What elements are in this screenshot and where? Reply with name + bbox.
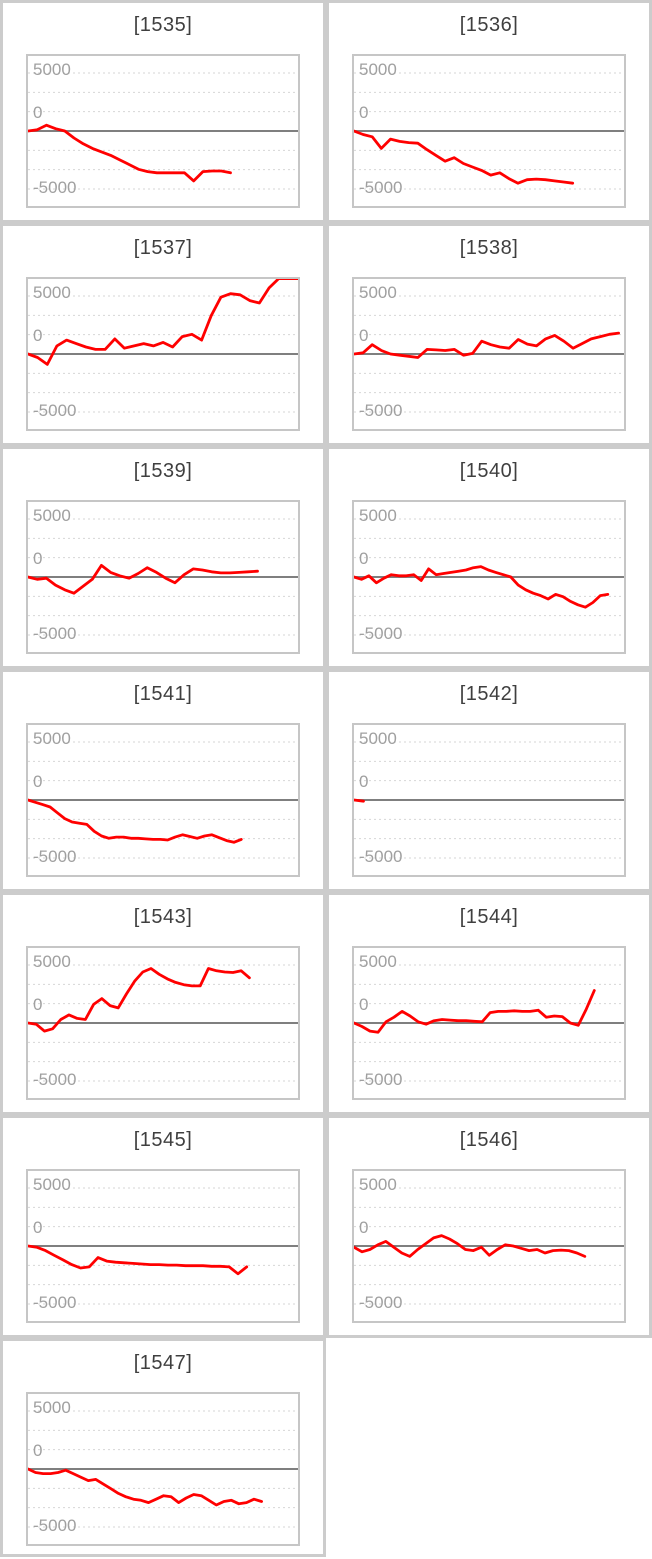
y-tick-label: 0 [33, 772, 43, 791]
chart-plot-area: 5000 0 -5000 [26, 946, 300, 1100]
chart-title: [1542] [459, 683, 519, 705]
y-tick-label: 5000 [33, 60, 71, 79]
chart-plot-area: 5000 0 -5000 [26, 54, 300, 208]
chart-cell: [1538] 5000 0 -5000 [326, 223, 652, 446]
chart-plot-area: 5000 0 -5000 [352, 723, 626, 877]
chart-plot-area: 5000 0 -5000 [26, 1392, 300, 1546]
chart-title: [1541] [133, 683, 193, 705]
y-tick-label: -5000 [33, 1516, 77, 1535]
chart-cell: [1535] 5000 0 -5000 [0, 0, 326, 223]
y-tick-label: -5000 [33, 178, 77, 197]
y-tick-label: 5000 [33, 283, 71, 302]
y-tick-label: 5000 [359, 729, 397, 748]
line-chart-svg [354, 964, 624, 1082]
chart-cell: [1545] 5000 0 -5000 [0, 1115, 326, 1338]
y-tick-label: -5000 [359, 624, 403, 643]
chart-title: [1544] [459, 906, 519, 928]
line-chart-svg [354, 295, 624, 413]
y-tick-label: 0 [359, 995, 369, 1014]
chart-title: [1546] [459, 1129, 519, 1151]
chart-cell: [1543] 5000 0 -5000 [0, 892, 326, 1115]
chart-plot-area: 5000 0 -5000 [352, 277, 626, 431]
y-tick-label: 5000 [33, 1398, 71, 1417]
line-chart-svg [354, 741, 624, 859]
chart-title: [1545] [133, 1129, 193, 1151]
chart-cell: [1539] 5000 0 -5000 [0, 446, 326, 669]
chart-cell: [1537] 5000 0 -5000 [0, 223, 326, 446]
y-tick-label: 5000 [359, 506, 397, 525]
y-tick-label: 0 [33, 103, 43, 122]
y-tick-label: 0 [359, 103, 369, 122]
line-chart-svg [354, 1187, 624, 1305]
chart-cell: [1536] 5000 0 -5000 [326, 0, 652, 223]
chart-title: [1536] [459, 14, 519, 36]
y-tick-label: 0 [359, 1218, 369, 1237]
chart-plot-area: 5000 0 -5000 [352, 946, 626, 1100]
y-tick-label: -5000 [359, 1293, 403, 1312]
y-tick-label: 5000 [359, 1175, 397, 1194]
line-chart-svg [28, 72, 298, 190]
y-tick-label: 0 [33, 1218, 43, 1237]
chart-title: [1538] [459, 237, 519, 259]
line-chart-svg [28, 1187, 298, 1305]
line-chart-svg [28, 741, 298, 859]
chart-plot-area: 5000 0 -5000 [352, 500, 626, 654]
chart-title: [1535] [133, 14, 193, 36]
y-tick-label: -5000 [33, 401, 77, 420]
chart-plot-area: 5000 0 -5000 [352, 1169, 626, 1323]
chart-title: [1539] [133, 460, 193, 482]
y-tick-label: 0 [33, 326, 43, 345]
chart-plot-area: 5000 0 -5000 [26, 1169, 300, 1323]
chart-cell: [1546] 5000 0 -5000 [326, 1115, 652, 1338]
y-tick-label: 0 [359, 326, 369, 345]
line-chart-svg [28, 518, 298, 636]
line-chart-svg [28, 964, 298, 1082]
chart-plot-area: 5000 0 -5000 [26, 277, 300, 431]
y-tick-label: -5000 [33, 1070, 77, 1089]
chart-plot-area: 5000 0 -5000 [26, 500, 300, 654]
y-tick-label: 5000 [33, 1175, 71, 1194]
y-tick-label: 5000 [33, 952, 71, 971]
y-tick-label: -5000 [33, 1293, 77, 1312]
y-tick-label: -5000 [359, 847, 403, 866]
y-tick-label: 5000 [33, 729, 71, 748]
y-tick-label: -5000 [33, 847, 77, 866]
y-tick-label: 0 [33, 995, 43, 1014]
chart-title: [1547] [133, 1352, 193, 1374]
chart-cell: [1540] 5000 0 -5000 [326, 446, 652, 669]
chart-title: [1540] [459, 460, 519, 482]
y-tick-label: 0 [359, 549, 369, 568]
y-tick-label: -5000 [359, 401, 403, 420]
chart-plot-area: 5000 0 -5000 [26, 723, 300, 877]
y-tick-label: -5000 [359, 178, 403, 197]
y-tick-label: 0 [33, 1441, 43, 1460]
y-tick-label: 5000 [359, 60, 397, 79]
line-chart-svg [28, 1410, 298, 1528]
chart-cell: [1541] 5000 0 -5000 [0, 669, 326, 892]
y-tick-label: -5000 [359, 1070, 403, 1089]
chart-cell: [1542] 5000 0 -5000 [326, 669, 652, 892]
line-chart-svg [354, 518, 624, 636]
chart-title: [1543] [133, 906, 193, 928]
y-tick-label: 0 [359, 772, 369, 791]
chart-title: [1537] [133, 237, 193, 259]
y-tick-label: -5000 [33, 624, 77, 643]
y-tick-label: 5000 [359, 283, 397, 302]
line-chart-svg [28, 279, 298, 413]
y-tick-label: 5000 [359, 952, 397, 971]
chart-cell: [1547] 5000 0 -5000 [0, 1338, 326, 1557]
y-tick-label: 0 [33, 549, 43, 568]
y-tick-label: 5000 [33, 506, 71, 525]
chart-cell: [1544] 5000 0 -5000 [326, 892, 652, 1115]
chart-plot-area: 5000 0 -5000 [352, 54, 626, 208]
line-chart-svg [354, 72, 624, 190]
